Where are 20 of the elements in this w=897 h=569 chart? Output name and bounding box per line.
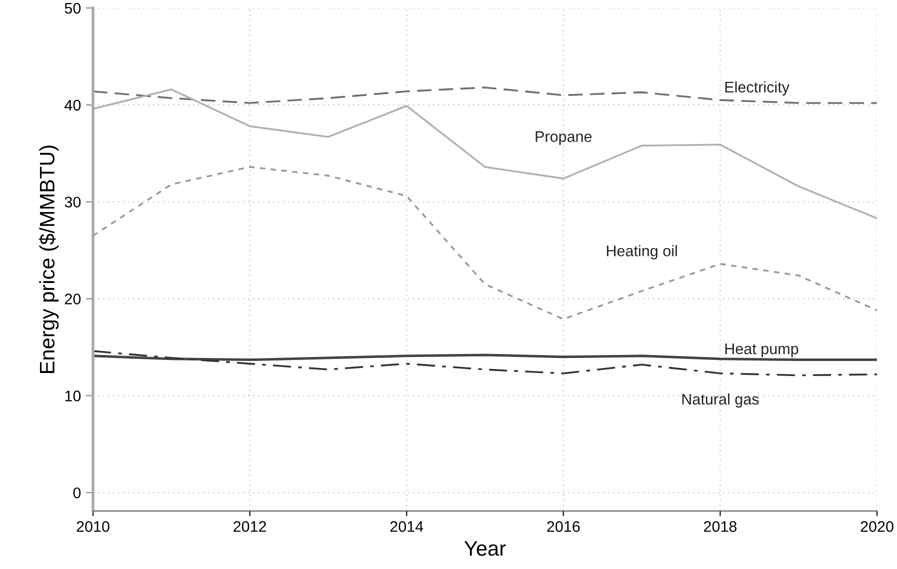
y-tick-label: 50 [64,2,81,14]
y-tick-label: 20 [64,294,81,304]
x-tick-label: 2016 [547,521,580,532]
x-tick-label: 2014 [390,521,424,532]
y-axis-title: Energy price ($/MMBTU) [38,146,59,373]
series-label: Heat pump [725,344,798,358]
series-label: Propane [536,131,592,145]
y-tick-label: 40 [64,100,81,111]
x-axis-title: Year [464,541,506,556]
series-label: Electricity [725,81,790,96]
x-tick-label: 2020 [860,521,894,532]
y-tick-label: 0 [73,487,81,498]
line-series [93,166,877,320]
y-tick-label: 10 [65,390,81,402]
x-tick-label: 2018 [704,521,737,532]
y-tick-label: 30 [64,196,81,208]
x-tick-label: 2010 [76,521,110,532]
x-tick-label: 2012 [234,521,266,532]
series-label: Natural gas [682,393,759,408]
series-label: Heating oil [606,245,677,260]
